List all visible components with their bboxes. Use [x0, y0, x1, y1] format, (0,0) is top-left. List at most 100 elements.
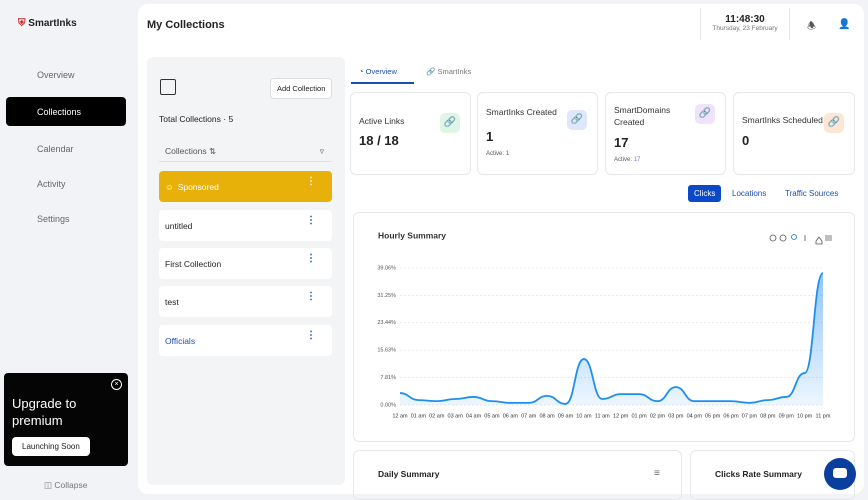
tab-text: SmartInks: [437, 67, 472, 76]
bell-icon[interactable]: 🕭: [807, 21, 816, 32]
filter-button[interactable]: Locations: [732, 189, 767, 198]
card-title: Clicks Rate Summary: [715, 469, 802, 479]
add-collection-button[interactable]: Add Collection: [270, 78, 333, 99]
chat-button[interactable]: [824, 458, 856, 490]
stat-sub-value: 1: [505, 151, 510, 157]
x-tick-label: 06 am: [503, 413, 519, 419]
x-tick-label: 11 am: [595, 413, 610, 419]
x-tick-label: 10 pm: [797, 413, 813, 419]
page-title: My Collections: [147, 19, 225, 31]
x-tick-label: 06 pm: [723, 413, 739, 419]
y-tick-label: 7.81%: [380, 375, 396, 381]
collection-item[interactable]: First Collection ⋮: [159, 248, 332, 279]
time: 11:48:30: [725, 14, 765, 25]
nav-item[interactable]: Settings: [37, 213, 70, 224]
y-tick-label: 31.25%: [377, 293, 396, 299]
total-collections: Total Collections · 5: [159, 114, 234, 124]
x-tick-label: 02 pm: [650, 413, 666, 419]
line: [399, 272, 824, 405]
stat-value: 18 / 18: [359, 133, 399, 148]
tab-text: Overview: [365, 67, 397, 76]
x-tick-label: 12 pm: [613, 413, 629, 419]
stat-label: SmartInks Scheduled: [742, 115, 823, 125]
collapse[interactable]: ◫ Collapse: [44, 480, 88, 490]
stat-sub-label: Active:: [486, 151, 505, 157]
x-tick-label: 01 am: [411, 413, 427, 419]
x-tick-label: 12 am: [392, 413, 408, 419]
filter-button[interactable]: Traffic Sources: [785, 189, 839, 198]
brand: ⛨ SmartInks: [18, 18, 77, 29]
card-title: Daily Summary: [378, 469, 440, 479]
clock: 11:48:30 Thursday, 23 February: [700, 8, 790, 40]
x-tick-label: 03 pm: [668, 413, 684, 419]
upgrade-card: Upgrade to premium Launching Soon ×: [4, 373, 128, 466]
x-tick-label: 05 am: [484, 413, 500, 419]
nav-item[interactable]: Activity: [37, 178, 66, 189]
x-tick-label: 07 pm: [742, 413, 758, 419]
stat-value: 1: [486, 129, 494, 144]
collection-item[interactable]: untitled ⋮: [159, 210, 332, 241]
x-tick-label: 07 am: [521, 413, 537, 419]
tab[interactable]: ◔ Overview: [351, 62, 414, 84]
stat-label: SmartDomains Created: [614, 105, 671, 127]
chart-toolbar: [769, 234, 832, 245]
collection-item[interactable]: test ⋮: [159, 286, 332, 317]
x-tick-label: 04 am: [466, 413, 482, 419]
stat-label: SmartInks Created: [486, 107, 557, 117]
stat-card: SmartInks Created 1 Active: 1 🔗: [477, 92, 598, 175]
upgrade-button[interactable]: Launching Soon: [12, 437, 90, 456]
x-tick-label: 10 am: [576, 413, 592, 419]
user-icon[interactable]: 👤: [838, 19, 851, 30]
nav-item[interactable]: Overview: [37, 69, 75, 80]
x-tick-label: 02 am: [429, 413, 445, 419]
y-tick-label: 39.06%: [377, 265, 396, 271]
brand-text: SmartInks: [28, 18, 77, 29]
stat-icon: 🔗: [567, 110, 587, 130]
collection-item[interactable]: Officials ⋮: [159, 325, 332, 356]
collection-name: untitled: [165, 220, 193, 231]
collection-name: First Collection: [165, 258, 222, 269]
nav-item[interactable]: Collections: [6, 97, 126, 126]
y-tick-label: 15.63%: [377, 348, 396, 354]
x-tick-label: 08 am: [539, 413, 555, 419]
x-tick-label: 09 am: [558, 413, 574, 419]
stat-card: SmartInks Scheduled 0 🔗: [733, 92, 855, 175]
list-header-text: Collections: [165, 146, 207, 156]
stat-icon: 🔗: [440, 113, 460, 133]
y-tick-label: 0.00%: [380, 402, 396, 408]
stat-icon: 🔗: [695, 104, 715, 124]
collections-icon: [160, 79, 176, 95]
stat-label: Active Links: [359, 116, 405, 126]
menu-icon[interactable]: ≡: [654, 468, 660, 479]
chart: Hourly Summary 0.00% 7.81% 15.63% 23.44% 31.…: [377, 230, 832, 419]
stat-sub-value: 17: [633, 157, 641, 163]
date: Thursday, 23 February: [712, 25, 778, 32]
x-tick-label: 03 am: [448, 413, 464, 419]
nav-item[interactable]: Calendar: [37, 143, 74, 154]
collection-name: Sponsored: [177, 181, 219, 192]
tab[interactable]: 🔗 SmartInks: [426, 67, 472, 76]
x-tick-label: 04 pm: [687, 413, 703, 419]
stat-sub-label: Active:: [614, 157, 633, 163]
stat-card: Active Links 18 / 18 🔗: [350, 92, 471, 175]
y-tick-label: 23.44%: [377, 320, 396, 326]
list-header[interactable]: Collections ⇅ ▿: [159, 140, 332, 162]
collapse-text: Collapse: [54, 480, 88, 490]
x-tick-label: 05 pm: [705, 413, 721, 419]
stat-icon: 🔗: [824, 113, 844, 133]
upgrade-title: Upgrade to premium: [12, 396, 77, 428]
stat-value: 17: [614, 135, 629, 150]
daily-card: Daily Summary ≡: [353, 450, 682, 500]
collection-name: Officials: [165, 335, 196, 346]
collection-name: test: [165, 296, 179, 307]
filter-button[interactable]: Clicks: [688, 185, 722, 202]
close-button[interactable]: ×: [111, 379, 122, 390]
chart-card: Hourly Summary 0.00% 7.81% 15.63% 23.44% 31.…: [353, 212, 855, 442]
x-tick-label: 08 pm: [760, 413, 776, 419]
chart-title: Hourly Summary: [378, 230, 446, 240]
x-tick-label: 09 pm: [779, 413, 795, 419]
collection-item[interactable]: ☺ Sponsored ⋮: [159, 171, 332, 202]
x-tick-label: 11 pm: [816, 413, 831, 419]
stat-card: SmartDomains Created 17 Active: 17 🔗: [605, 92, 726, 175]
